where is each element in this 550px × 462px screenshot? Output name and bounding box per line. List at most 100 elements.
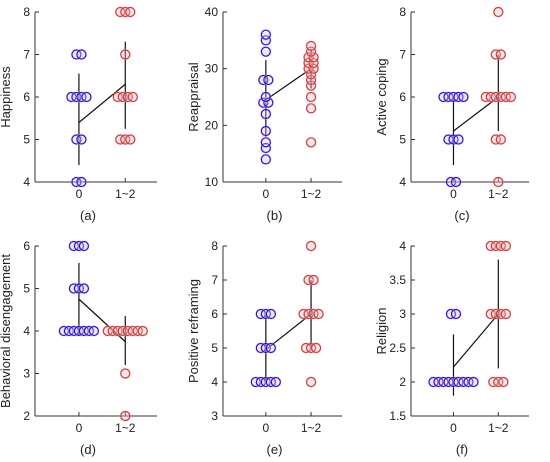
data-point-halo: [124, 133, 137, 146]
data-point: [305, 74, 317, 86]
y-tick-label: 5: [23, 133, 30, 147]
data-point: [270, 376, 281, 388]
data-point: [490, 308, 501, 320]
data-point: [71, 134, 82, 145]
panel-caption: (e): [267, 442, 283, 457]
x-tick-label: 0: [76, 187, 83, 201]
x-tick-label: 1~2: [301, 187, 322, 201]
data-point: [66, 91, 77, 103]
data-point: [313, 308, 324, 320]
data-point: [500, 240, 511, 252]
data-point: [120, 49, 131, 60]
data-point: [305, 103, 317, 114]
mean-line: [78, 298, 126, 343]
x-tick-label: 1~2: [115, 187, 136, 201]
data-point-halo: [265, 342, 277, 354]
data-point: [255, 342, 266, 354]
data-point-halo: [260, 28, 272, 41]
y-tick-label: 3: [23, 367, 30, 381]
y-tick-label: 8: [23, 5, 30, 19]
y-tick-label: 1.5: [389, 409, 406, 423]
data-point: [458, 91, 469, 103]
y-tick-label: 6: [211, 307, 218, 321]
data-point: [112, 91, 123, 103]
data-point: [308, 274, 319, 286]
data-point: [265, 376, 276, 388]
data-point: [265, 308, 276, 320]
data-point-halo: [75, 133, 88, 146]
data-point-halo: [260, 108, 272, 120]
x-tick-label: 1~2: [488, 187, 509, 201]
data-point: [71, 91, 82, 103]
data-point-halo: [136, 325, 149, 337]
data-point-halo: [305, 40, 317, 52]
data-point-halo: [500, 240, 512, 252]
data-point: [125, 134, 136, 145]
data-point: [305, 376, 317, 388]
data-point-halo: [307, 57, 320, 69]
data-point-halo: [305, 240, 317, 252]
data-point: [260, 108, 271, 120]
data-point-halo: [497, 376, 510, 388]
data-point: [495, 240, 506, 252]
data-point-halo: [492, 176, 505, 188]
data-point-halo: [78, 240, 90, 252]
data-point: [122, 91, 133, 103]
y-tick-label: 5: [399, 133, 406, 147]
data-point: [305, 91, 317, 103]
y-tick-label: 6: [399, 90, 406, 104]
data-point: [260, 35, 271, 46]
data-point: [495, 134, 506, 145]
data-point: [443, 134, 454, 145]
data-point: [78, 325, 90, 337]
data-point-halo: [312, 308, 325, 320]
data-point-halo: [270, 376, 282, 388]
data-point-halo: [305, 102, 317, 115]
data-point: [258, 97, 269, 108]
y-axis-label: Religion: [374, 308, 389, 355]
data-point: [117, 325, 128, 337]
y-tick-label: 10: [205, 175, 219, 189]
data-point: [260, 125, 271, 137]
data-point: [127, 325, 138, 337]
data-point-halo: [80, 91, 93, 103]
data-point: [310, 342, 322, 354]
data-point: [485, 91, 496, 103]
data-point: [493, 6, 504, 18]
x-tick-label: 1~2: [115, 421, 136, 435]
panel-2: 10 20 30 40 0 1~2 Reappraisal (b): [186, 5, 342, 223]
y-tick-label: 4: [399, 175, 406, 189]
x-tick-label: 0: [450, 187, 457, 201]
x-tick-label: 0: [76, 421, 83, 435]
data-point: [445, 176, 457, 188]
data-point: [258, 74, 269, 86]
panel-6: 1.5 2 2.5 3 3.5 4 0 1~2 Religion (f): [374, 239, 529, 457]
y-axis-label: Happiness: [0, 66, 13, 128]
data-point: [76, 49, 87, 60]
data-point: [78, 240, 90, 252]
data-point: [495, 308, 506, 320]
data-point: [448, 376, 459, 388]
data-point: [490, 49, 501, 60]
x-tick-label: 0: [450, 421, 457, 435]
data-point-halo: [262, 74, 275, 86]
data-point: [458, 376, 469, 388]
data-point: [445, 308, 457, 320]
y-tick-label: 4: [399, 239, 406, 253]
data-point: [120, 6, 131, 18]
data-point: [112, 325, 123, 337]
y-tick-label: 8: [399, 5, 406, 19]
data-point: [303, 57, 314, 69]
data-point: [308, 52, 319, 63]
y-axis-label: Active coping: [374, 58, 389, 135]
data-point: [450, 308, 462, 320]
data-point: [68, 283, 80, 294]
data-point-halo: [88, 325, 100, 337]
data-point: [120, 410, 131, 422]
y-axis-label: Positive reframing: [186, 279, 201, 383]
data-point: [73, 283, 85, 294]
data-point: [303, 63, 314, 74]
data-point: [260, 91, 271, 103]
data-point-halo: [260, 91, 272, 103]
data-point: [260, 29, 271, 40]
